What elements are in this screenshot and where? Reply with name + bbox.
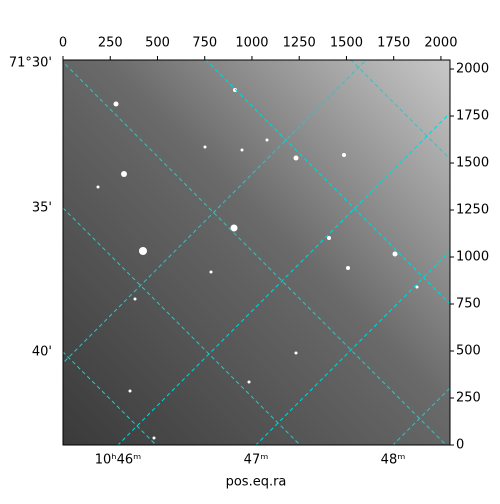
ra-grid-line xyxy=(117,112,450,445)
x-tick-label: 1250 xyxy=(283,36,316,51)
ra-tick-label: 48ᵐ xyxy=(381,453,406,468)
stars xyxy=(96,88,419,440)
ra-tick-label: 47ᵐ xyxy=(244,453,269,468)
y-tick-label: 500 xyxy=(456,344,481,359)
dec-grid-line xyxy=(205,60,450,305)
x-tick-label: 1000 xyxy=(235,36,268,51)
sky-image xyxy=(63,60,450,445)
x-tick-label: 750 xyxy=(192,36,217,51)
x-tick-label: 250 xyxy=(98,36,123,51)
dec-grid-line xyxy=(63,351,157,445)
x-axis-label: pos.eq.ra xyxy=(226,475,287,490)
dec-tick-label: 71°30' xyxy=(9,56,52,71)
x-tick-label: 0 xyxy=(59,36,67,51)
y-tick-label: 1750 xyxy=(456,109,489,124)
y-tick-label: 0 xyxy=(456,438,464,453)
x-tick-label: 500 xyxy=(145,36,170,51)
y-tick-label: 1000 xyxy=(456,250,489,265)
dec-tick-label: 40' xyxy=(32,345,52,360)
y-tick-label: 750 xyxy=(456,297,481,312)
x-tick-label: 1750 xyxy=(377,36,410,51)
dec-grid-line xyxy=(63,207,301,445)
dec-tick-label: 35' xyxy=(32,201,52,216)
y-tick-label: 1500 xyxy=(456,156,489,171)
ra-tick-label: 10ʰ46ᵐ xyxy=(95,453,141,468)
ra-grid-line xyxy=(63,60,367,364)
x-tick-label: 1500 xyxy=(330,36,363,51)
y-tick-label: 250 xyxy=(456,391,481,406)
plot-frame xyxy=(62,59,451,446)
y-tick-label: 2000 xyxy=(456,62,489,77)
dec-grid-line xyxy=(0,0,66,500)
y-tick-label: 1250 xyxy=(456,203,489,218)
x-tick-label: 2000 xyxy=(424,36,457,51)
